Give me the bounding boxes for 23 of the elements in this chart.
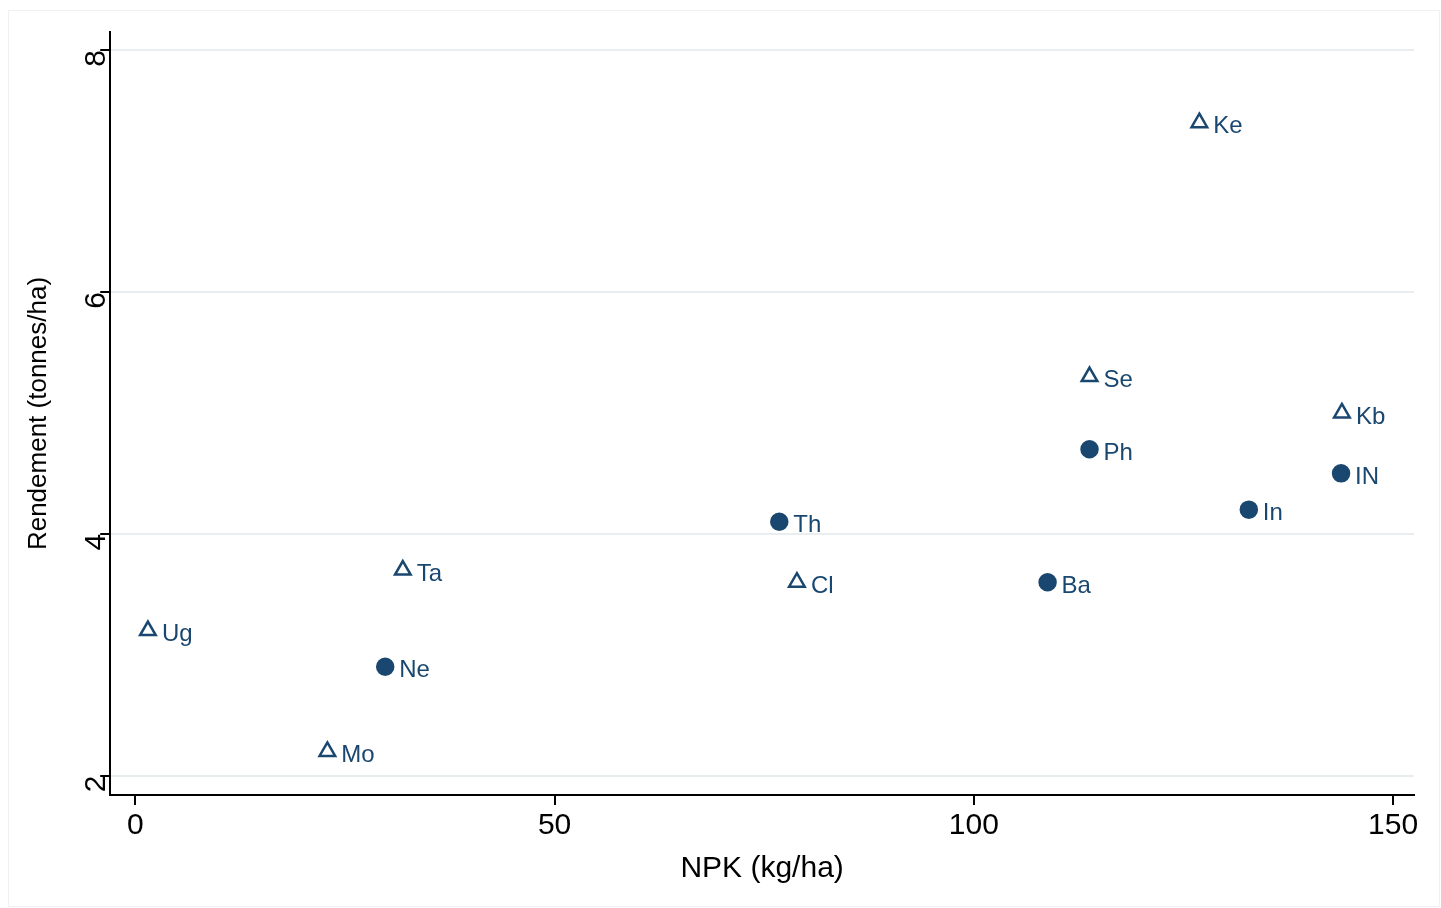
- x-axis-title: NPK (kg/ha): [680, 850, 844, 884]
- y-axis-title: Rendement (tonnes/ha): [21, 276, 52, 551]
- annotation: Ke: [1213, 111, 1243, 139]
- annotation: Ne: [399, 655, 430, 683]
- y-tick-label: 4: [78, 533, 112, 551]
- annotation: Ba: [1061, 570, 1092, 598]
- annotation: Mo: [341, 740, 375, 768]
- y-tick-label: 8: [78, 50, 112, 67]
- annotation: IN: [1355, 461, 1380, 489]
- x-tick-label: 100: [948, 807, 999, 841]
- x-tick-label: 50: [537, 807, 572, 841]
- x-tick-label: 150: [1368, 807, 1419, 841]
- annotation: Ph: [1103, 437, 1133, 465]
- annotation: Th: [793, 510, 822, 538]
- annotation: Cl: [810, 570, 834, 598]
- annotation: Se: [1103, 365, 1133, 393]
- y-tick-label: 2: [78, 775, 112, 793]
- annotation: Ug: [161, 619, 193, 647]
- annotation: In: [1262, 498, 1283, 526]
- y-tick-label: 6: [78, 291, 112, 309]
- x-tick-label: 0: [127, 807, 144, 841]
- annotation: Kb: [1355, 401, 1386, 429]
- annotation: Ta: [416, 558, 443, 586]
